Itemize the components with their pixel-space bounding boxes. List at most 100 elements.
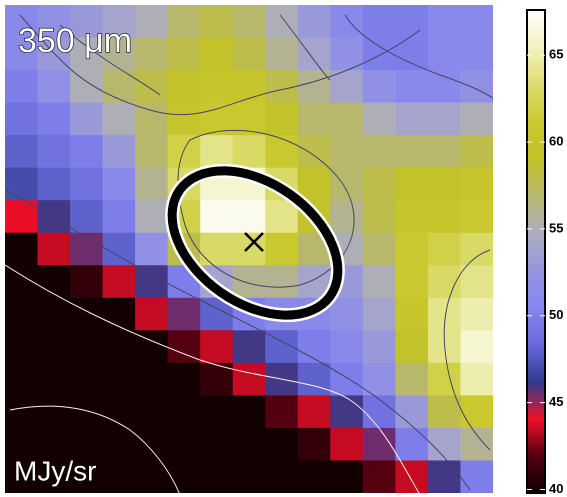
colorbar-swatch: [527, 166, 545, 172]
pixel: [102, 37, 136, 71]
pixel: [265, 200, 299, 234]
colorbar-swatch: [527, 110, 545, 116]
pixel: [265, 102, 299, 136]
colorbar-swatch: [527, 183, 545, 188]
pixel: [427, 70, 461, 104]
pixel: [395, 232, 429, 266]
colorbar-swatch: [527, 62, 545, 67]
colorbar-swatch: [527, 480, 545, 486]
pixel: [362, 330, 396, 364]
contours: [5, 14, 493, 493]
pixel: [102, 135, 136, 169]
pixel: [297, 102, 331, 136]
colorbar-swatch: [527, 251, 545, 257]
map: [5, 5, 493, 493]
pixel: [362, 135, 396, 169]
pixel: [460, 297, 493, 331]
pixel: [232, 265, 266, 299]
colorbar-swatch: [527, 215, 545, 220]
colorbar-swatch: [527, 239, 545, 245]
colorbar-swatch: [527, 14, 545, 19]
pixel: [5, 200, 39, 234]
pixel: [427, 232, 461, 266]
pixel: [362, 37, 396, 71]
colorbar-swatch: [527, 243, 545, 249]
pixel: [37, 232, 71, 266]
pixel: [70, 265, 104, 299]
pixel: [232, 37, 266, 71]
pixel: [232, 330, 266, 364]
pixel: [70, 395, 104, 429]
pixel: [167, 102, 201, 136]
pixel: [427, 5, 461, 39]
pixel: [70, 135, 104, 169]
pixel: [362, 70, 396, 104]
colorbar-swatch: [527, 263, 545, 269]
pixel: [427, 102, 461, 136]
pixel: [167, 37, 201, 71]
pixel: [265, 70, 299, 104]
colorbar-swatch: [527, 82, 545, 88]
pixel: [232, 395, 266, 429]
pixel: [167, 5, 201, 39]
colorbar-tick-label: 45: [549, 394, 563, 409]
pixel: [70, 200, 104, 234]
pixel: [37, 362, 71, 396]
pixel: [232, 135, 266, 169]
colorbar-swatch: [527, 118, 545, 124]
pixel: [460, 70, 493, 104]
colorbar-swatch: [527, 484, 545, 490]
pixel: [135, 70, 169, 104]
pixel: [5, 37, 39, 71]
pixel: [265, 265, 299, 299]
pixel: [200, 460, 234, 493]
pixel: [427, 167, 461, 201]
pixel: [395, 362, 429, 396]
pixel: [460, 5, 493, 39]
colorbar-swatch: [527, 372, 545, 377]
pixel: [37, 70, 71, 104]
colorbar-swatch: [527, 138, 545, 144]
colorbar-swatch: [527, 271, 545, 277]
pixel: [70, 362, 104, 396]
colorbar-swatch: [527, 424, 545, 430]
colorbar-swatch: [527, 235, 545, 241]
pixel: [297, 427, 331, 461]
pixel: [427, 395, 461, 429]
colorbar-swatch: [527, 388, 545, 393]
contour: [279, 14, 331, 81]
pixel: [200, 395, 234, 429]
colorbar-swatch: [527, 432, 545, 438]
pixel: [5, 167, 39, 201]
colorbar-swatch: [527, 392, 545, 397]
colorbar-swatch: [527, 66, 545, 71]
colorbar-swatch: [527, 311, 545, 317]
pixel: [167, 427, 201, 461]
pixel: [427, 427, 461, 461]
colorbar-swatch: [527, 364, 545, 369]
pixel: [200, 200, 234, 234]
pixel: [460, 330, 493, 364]
pixel: [135, 167, 169, 201]
pixel: [362, 167, 396, 201]
pixel: [395, 427, 429, 461]
colorbar-swatch: [527, 150, 545, 156]
colorbar-swatch: [527, 319, 545, 325]
pixel: [427, 200, 461, 234]
colorbar-swatch: [527, 187, 545, 192]
pixel: [167, 460, 201, 493]
pixel: [167, 135, 201, 169]
colorbar-swatch: [527, 291, 545, 297]
colorbar-swatch: [527, 158, 545, 164]
pixel: [70, 427, 104, 461]
pixel: [37, 460, 71, 493]
contour: [59, 24, 161, 96]
colorbar-swatch: [527, 404, 545, 410]
colorbar-swatch: [527, 368, 545, 373]
colorbar-swatch: [527, 106, 545, 112]
colorbar-tick-label: 60: [549, 133, 563, 148]
pixel: [102, 330, 136, 364]
pixel: [37, 5, 71, 39]
pixel: [460, 460, 493, 493]
colorbar-frame: [526, 9, 546, 494]
